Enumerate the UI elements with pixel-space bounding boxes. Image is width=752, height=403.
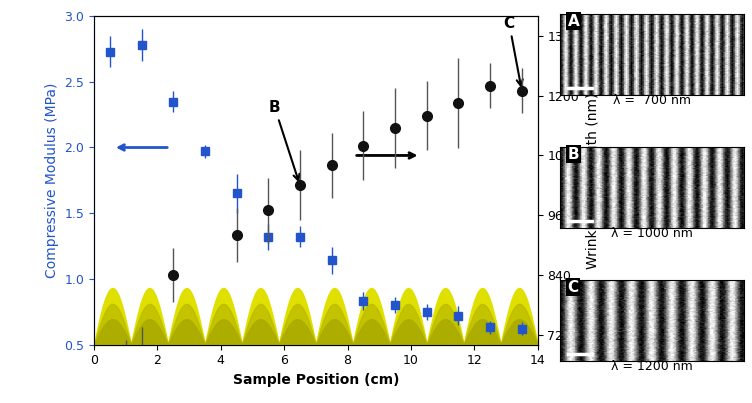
Text: λ = 1000 nm: λ = 1000 nm <box>611 227 693 240</box>
Text: B: B <box>568 147 579 162</box>
Text: A: A <box>0 402 1 403</box>
X-axis label: Sample Position (cm): Sample Position (cm) <box>232 373 399 387</box>
Text: C: C <box>504 16 523 86</box>
Y-axis label: Wrinkle Wavelength (nm): Wrinkle Wavelength (nm) <box>587 92 600 268</box>
Y-axis label: Compressive Modulus (MPa): Compressive Modulus (MPa) <box>44 83 59 278</box>
Text: C: C <box>568 280 579 295</box>
Text: λ =  700 nm: λ = 700 nm <box>614 94 691 107</box>
Text: λ = 1200 nm: λ = 1200 nm <box>611 360 693 373</box>
Text: A: A <box>568 14 579 29</box>
Text: B: B <box>268 100 299 181</box>
